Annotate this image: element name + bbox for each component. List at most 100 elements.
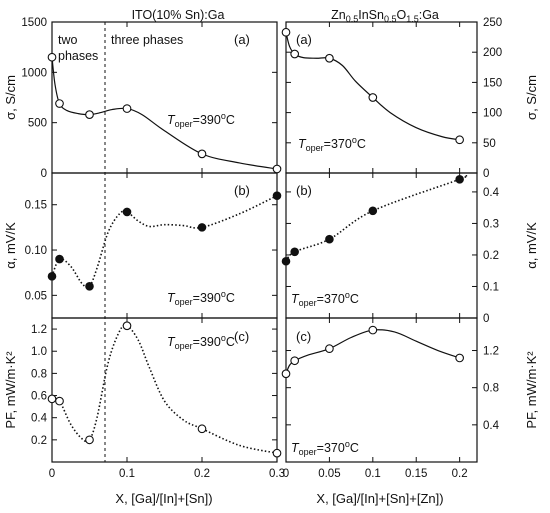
panel-left-b: 0.05 0.10 0.15 α, mV/K (b) Toper=390oC — [3, 172, 282, 319]
right-a-data-point — [290, 49, 300, 59]
left-c-temperature-label: Toper=390oC — [167, 333, 235, 351]
annotation-two-phases-line2: phases — [58, 49, 98, 63]
panel-right-c: 0 0.05 0.1 0.15 0.2 0.4 0.8 1.2 PF, mW/m·K² (c) To… — [281, 317, 539, 480]
left-c-panel-letter: (c) — [234, 329, 249, 344]
right-b-data-point — [455, 175, 464, 184]
right-b-y-tick-label: 0.4 — [483, 187, 500, 199]
left-a-data-point — [47, 52, 57, 62]
left-a-y-tick-label: 500 — [28, 118, 47, 130]
panel-left-c: 0 0.1 0.2 0.3 0.2 0.4 0.6 0.8 1.0 1.2 PF, mW/m·K² (… — [3, 317, 285, 480]
right-a-y-tick-label: 50 — [483, 138, 496, 150]
left-b-data-point — [47, 272, 57, 281]
left-b-data-point — [197, 223, 207, 232]
right-c-data-point — [290, 356, 300, 366]
right-b-data-point — [281, 256, 291, 266]
right-a-temperature-label: Toper=370oC — [298, 135, 366, 153]
left-c-y-tick-label: 1.2 — [31, 324, 47, 336]
left-b-data-point — [85, 281, 94, 291]
left-c-y-tick-label: 0.4 — [31, 413, 48, 425]
right-c-temperature-label: Toper=370oC — [291, 439, 359, 457]
left-a-data-point — [272, 164, 282, 174]
annotation-two-phases-line1: two — [58, 33, 78, 47]
right-b-y-tick-label: 0.3 — [483, 218, 499, 230]
right-c-data-point — [368, 325, 378, 335]
left-b-series-line — [51, 194, 278, 289]
right-a-series-line — [285, 32, 460, 141]
right-c-x-tick-label: 0.1 — [365, 468, 381, 480]
left-a-data-point — [55, 99, 64, 108]
left-c-y-axis-label: PF, mW/m·K² — [3, 351, 18, 429]
right-b-data-point — [325, 234, 334, 244]
right-c-y-tick-label: 1.2 — [483, 346, 499, 358]
left-c-data-point — [47, 394, 57, 404]
left-c-x-tick-label: 0.2 — [194, 468, 210, 480]
right-a-data-point — [368, 93, 378, 102]
right-c-y-tick-label: 0.4 — [483, 420, 500, 432]
right-b-temperature-label: Toper=370oC — [291, 290, 359, 308]
right-a-y-axis-label: σ, S/cm — [524, 75, 539, 120]
left-c-data-point — [122, 321, 132, 331]
right-c-x-tick-label: 0 — [283, 468, 289, 480]
right-a-y-tick-label: 150 — [483, 77, 502, 89]
right-a-y-tick-label: 250 — [483, 17, 502, 29]
left-a-temperature-label: Toper=390oC — [167, 111, 235, 129]
left-a-data-point — [197, 149, 207, 159]
right-b-series-line — [285, 174, 469, 262]
right-b-y-tick-label: 0.2 — [483, 250, 499, 262]
right-a-y-tick-label: 200 — [483, 47, 502, 59]
left-c-y-tick-label: 1.0 — [31, 346, 47, 358]
right-c-data-point — [325, 344, 334, 354]
left-c-y-tick-label: 0.2 — [31, 435, 47, 447]
right-b-panel-letter: (b) — [296, 183, 312, 198]
left-c-x-tick-label: 0.1 — [119, 468, 135, 480]
right-a-data-point — [325, 53, 334, 63]
left-c-series-line — [51, 324, 278, 454]
right-c-x-tick-label: 0.15 — [405, 468, 427, 480]
right-a-panel-letter: (a) — [296, 32, 312, 47]
left-c-data-point — [272, 448, 282, 458]
left-a-y-axis-label: σ, S/cm — [3, 75, 18, 120]
right-b-y-tick-label: 0 — [483, 313, 489, 325]
right-c-y-axis-label: PF, mW/m·K² — [524, 351, 539, 429]
left-c-data-point — [85, 435, 94, 445]
left-b-y-tick-label: 0.10 — [25, 245, 47, 257]
right-b-y-axis-label: α, mV/K — [524, 222, 539, 269]
panel-right-a: 0 50 100 150 200 250 σ, S/cm (a) Toper=370oC — [281, 17, 539, 180]
right-a-data-point — [281, 27, 291, 37]
left-b-y-tick-label: 0.15 — [25, 200, 47, 212]
left-c-x-tick-label: 0 — [49, 468, 55, 480]
right-b-y-tick-label: 0.1 — [483, 281, 499, 293]
left-b-y-tick-label: 0.05 — [25, 290, 47, 302]
annotation-three-phases: three phases — [111, 33, 183, 47]
left-b-y-axis-label: α, mV/K — [3, 222, 18, 269]
right-c-x-tick-label: 0.2 — [452, 468, 468, 480]
right-b-data-point — [290, 247, 299, 257]
left-a-y-tick-label: 1000 — [21, 67, 47, 79]
right-c-data-point — [455, 353, 464, 363]
left-x-axis-label: X, [Ga]/[In]+[Sn]) — [115, 491, 212, 506]
left-b-panel-letter: (b) — [234, 183, 250, 198]
right-x-axis-label: X, [Ga]/[In]+[Sn]+[Zn]) — [316, 491, 443, 506]
left-a-y-tick-label: 1500 — [21, 17, 47, 29]
left-a-data-point — [122, 104, 132, 113]
panel-left-a: 0 500 1000 1500 σ, S/cm (a) Toper=390oC — [3, 17, 282, 180]
right-c-y-tick-label: 0.8 — [483, 383, 499, 395]
right-c-panel-letter: (c) — [296, 329, 311, 344]
panel-right-b: 0 0.1 0.2 0.3 0.4 α, mV/K (b) Toper=370oC — [281, 172, 539, 325]
left-b-temperature-label: Toper=390oC — [167, 289, 235, 307]
right-c-data-point — [281, 369, 291, 379]
left-b-data-point — [272, 191, 282, 200]
right-c-x-tick-label: 0.05 — [318, 468, 340, 480]
right-column-title: Zn0.5InSn0.5O1.5:Ga — [331, 8, 439, 24]
right-a-y-tick-label: 0 — [483, 168, 489, 180]
left-c-y-tick-label: 0.8 — [31, 368, 47, 380]
right-a-data-point — [455, 135, 464, 145]
left-c-data-point — [55, 396, 64, 406]
left-column-title: ITO(10% Sn):Ga — [132, 8, 225, 22]
left-b-data-point — [55, 254, 64, 264]
left-c-y-tick-label: 0.6 — [31, 391, 47, 403]
right-c-series-line — [285, 329, 460, 374]
left-c-frame — [51, 317, 278, 463]
left-a-y-tick-label: 0 — [41, 168, 47, 180]
left-c-x-tick-label: 0.3 — [269, 468, 285, 480]
